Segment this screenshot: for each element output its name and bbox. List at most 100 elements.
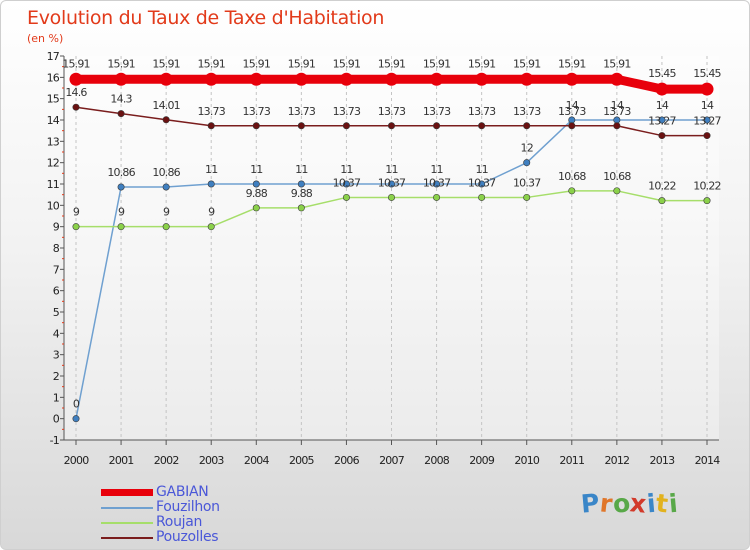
data-label-fouzilhon: 11 — [205, 163, 217, 176]
data-label-roujan: 9.88 — [291, 187, 313, 200]
x-tick-label: 2013 — [650, 454, 676, 467]
data-point-fouzilhon — [342, 180, 350, 188]
data-point-gabian — [385, 72, 398, 86]
data-label-roujan: 10.37 — [333, 176, 361, 189]
data-point-roujan — [387, 193, 395, 201]
data-label-pouzolles: 14.01 — [152, 99, 180, 112]
data-label-pouzolles: 13.73 — [603, 105, 631, 118]
data-label-layer: 15.91 15.91 15.91 15.91 15.91 15.91 15.91 15.91… — [62, 57, 722, 411]
y-tick-label: 14 — [47, 114, 60, 127]
data-label-roujan: 10.37 — [513, 176, 541, 189]
y-tick-label: 12 — [47, 157, 59, 170]
data-point-pouzolles — [297, 122, 305, 130]
x-tick-label: 2012 — [604, 454, 629, 467]
data-label-pouzolles: 13.73 — [333, 105, 361, 118]
data-label-roujan: 10.37 — [468, 176, 496, 189]
x-tick-label: 2006 — [334, 454, 360, 467]
data-point-fouzilhon — [207, 180, 215, 188]
data-point-gabian — [69, 72, 83, 86]
data-point-pouzolles — [433, 122, 441, 130]
x-tick-label: 2002 — [154, 454, 179, 467]
data-point-fouzilhon — [523, 159, 531, 167]
data-point-roujan — [297, 204, 305, 212]
data-label-roujan: 9 — [118, 206, 125, 219]
y-tick-label: 13 — [47, 135, 60, 148]
data-label-gabian: 15.45 — [648, 67, 676, 80]
data-label-pouzolles: 13.73 — [558, 105, 586, 118]
y-tick-label: 11 — [47, 178, 59, 191]
y-tick-label: 17 — [47, 50, 60, 63]
legend-item-pouzolles: Pouzolles — [101, 530, 301, 545]
data-label-pouzolles: 13.73 — [197, 105, 225, 118]
legend-swatch — [101, 489, 153, 496]
data-label-fouzilhon: 0 — [73, 398, 80, 411]
data-label-gabian: 15.91 — [378, 57, 406, 70]
data-point-gabian — [520, 72, 534, 86]
y-tick-label: 16 — [47, 71, 60, 84]
series-layer — [69, 72, 714, 423]
data-label-gabian: 15.91 — [603, 57, 631, 70]
data-point-roujan — [523, 193, 531, 201]
y-tick-label: 10 — [47, 199, 60, 212]
y-tick-label: 5 — [53, 306, 60, 319]
data-point-gabian — [339, 72, 353, 86]
legend-swatch — [101, 507, 153, 509]
data-point-pouzolles — [252, 122, 260, 130]
data-point-roujan — [433, 193, 441, 201]
data-label-gabian: 15.45 — [693, 67, 721, 80]
y-tick-label: -1 — [50, 434, 59, 447]
data-point-roujan — [162, 223, 170, 231]
data-point-fouzilhon — [703, 116, 711, 124]
data-label-pouzolles: 13.73 — [243, 105, 271, 118]
data-label-gabian: 15.91 — [288, 57, 316, 70]
data-label-roujan: 10.68 — [558, 170, 586, 183]
data-point-fouzilhon — [478, 180, 486, 188]
data-label-pouzolles: 14.3 — [110, 93, 132, 106]
legend-label: Roujan — [156, 514, 203, 530]
data-label-gabian: 15.91 — [558, 57, 586, 70]
y-tick-label: 6 — [53, 285, 60, 298]
data-label-pouzolles: 13.27 — [693, 115, 721, 128]
data-label-roujan: 9 — [163, 206, 170, 219]
data-label-pouzolles: 13.73 — [288, 105, 316, 118]
data-point-gabian — [430, 72, 444, 86]
data-label-gabian: 15.91 — [423, 57, 451, 70]
data-label-pouzolles: 13.73 — [468, 105, 496, 118]
data-point-gabian — [249, 72, 263, 86]
legend-label: GABIAN — [156, 484, 209, 500]
data-label-pouzolles: 13.73 — [378, 105, 406, 118]
data-label-fouzilhon: 14 — [656, 99, 669, 112]
x-tick-label: 2007 — [379, 454, 405, 467]
logo-letter: i — [667, 488, 679, 519]
data-point-fouzilhon — [658, 116, 666, 124]
data-point-pouzolles — [478, 122, 486, 130]
y-tick-label: 3 — [53, 349, 60, 362]
data-label-fouzilhon: 14 — [566, 99, 579, 112]
data-point-gabian — [700, 82, 714, 96]
data-label-fouzilhon: 11 — [430, 163, 442, 176]
legend-swatch — [101, 522, 153, 524]
data-label-roujan: 10.22 — [648, 180, 676, 193]
data-point-gabian — [565, 72, 579, 86]
x-tick-label: 2010 — [514, 454, 540, 467]
data-label-gabian: 15.91 — [62, 57, 90, 70]
data-label-gabian: 15.91 — [243, 57, 271, 70]
legend-item-roujan: Roujan — [101, 515, 301, 530]
x-tick-label: 2008 — [424, 454, 450, 467]
data-label-gabian: 15.91 — [197, 57, 225, 70]
data-label-gabian: 15.91 — [468, 57, 496, 70]
data-point-gabian — [294, 72, 308, 86]
data-point-roujan — [342, 193, 350, 201]
data-point-pouzolles — [342, 122, 350, 130]
x-tick-label: 2014 — [695, 454, 721, 467]
data-point-roujan — [658, 197, 666, 205]
x-tick-label: 2004 — [244, 454, 270, 467]
data-label-gabian: 15.91 — [513, 57, 541, 70]
data-point-pouzolles — [658, 132, 666, 140]
data-point-fouzilhon — [162, 183, 170, 191]
data-label-pouzolles: 13.27 — [648, 115, 676, 128]
legend-item-gabian: GABIAN — [101, 485, 301, 500]
